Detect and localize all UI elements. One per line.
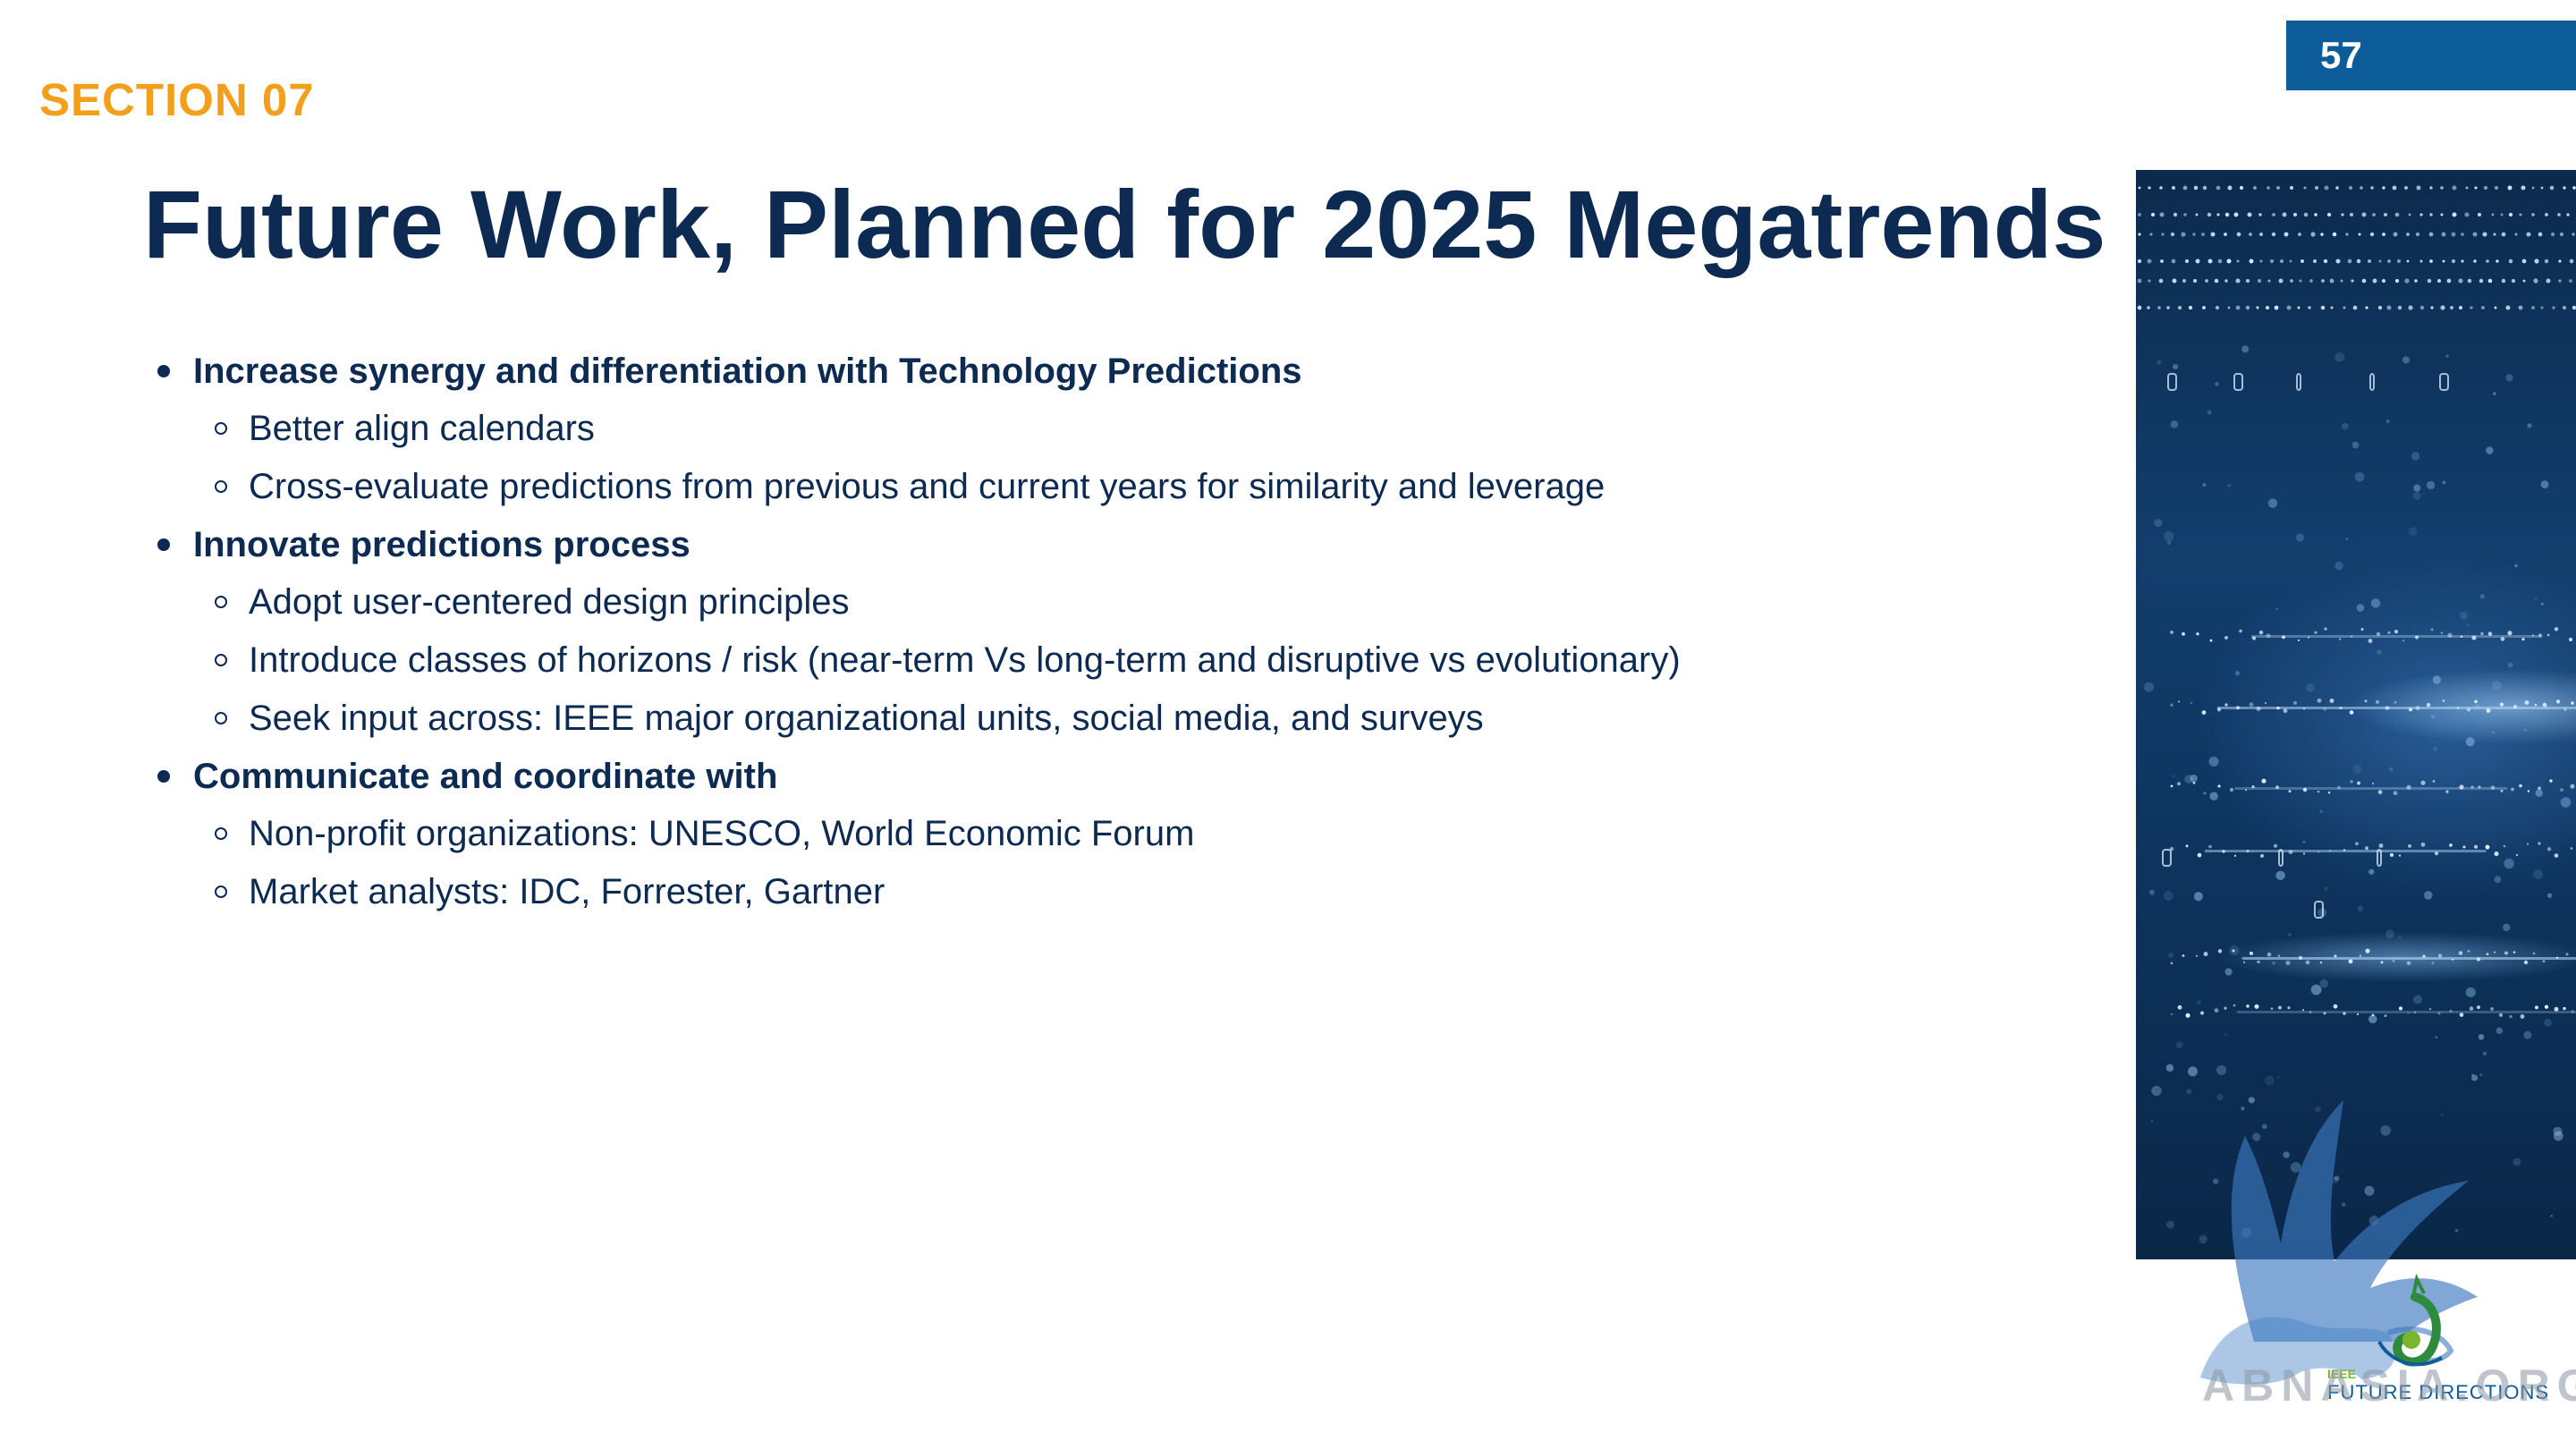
sub-bullet-item: Cross-evaluate predictions from previous… <box>157 458 2080 516</box>
sub-bullet-item: Seek input across: IEEE major organizati… <box>157 690 2080 748</box>
sub-bullet-circle-icon <box>215 596 227 608</box>
sub-bullet-circle-icon <box>215 654 227 666</box>
sub-bullet-item: Adopt user-centered design principles <box>157 573 2080 631</box>
sub-bullet-text: Non-profit organizations: UNESCO, World … <box>249 814 1194 853</box>
bullet-text: Communicate and coordinate with <box>193 757 777 796</box>
section-label: SECTION 07 <box>39 73 315 127</box>
bullet-item: Innovate predictions process <box>157 516 2080 573</box>
bullet-list: Increase synergy and differentiation wit… <box>157 343 2080 921</box>
sub-bullet-item: Introduce classes of horizons / risk (ne… <box>157 631 2080 690</box>
slide-title: Future Work, Planned for 2025 Megatrends <box>143 166 2138 283</box>
sub-bullet-text: Introduce classes of horizons / risk (ne… <box>249 640 1681 680</box>
bullet-text: Increase synergy and differentiation wit… <box>193 352 1302 391</box>
bullet-dot-icon <box>157 538 170 551</box>
sub-bullet-item: Market analysts: IDC, Forrester, Gartner <box>157 863 2080 921</box>
sub-bullet-text: Cross-evaluate predictions from previous… <box>249 467 1605 506</box>
bullet-dot-icon <box>157 365 170 377</box>
page-number-badge: 57 <box>2286 21 2576 90</box>
sub-bullet-item: Better align calendars <box>157 400 2080 458</box>
sub-bullet-text: Seek input across: IEEE major organizati… <box>249 699 1484 738</box>
sub-bullet-circle-icon <box>215 422 227 435</box>
bullet-item: Communicate and coordinate with <box>157 748 2080 805</box>
bullet-dot-icon <box>157 770 170 783</box>
sub-bullet-circle-icon <box>215 712 227 724</box>
sub-bullet-circle-icon <box>215 480 227 493</box>
sub-bullet-text: Adopt user-centered design principles <box>249 582 850 622</box>
sub-bullet-circle-icon <box>215 827 227 840</box>
bullet-item: Increase synergy and differentiation wit… <box>157 343 2080 400</box>
page-number: 57 <box>2320 34 2362 77</box>
sub-bullet-text: Better align calendars <box>249 409 595 448</box>
sub-bullet-circle-icon <box>215 886 227 898</box>
sub-bullet-item: Non-profit organizations: UNESCO, World … <box>157 805 2080 863</box>
sub-bullet-text: Market analysts: IDC, Forrester, Gartner <box>249 872 885 911</box>
bullet-text: Innovate predictions process <box>193 525 691 564</box>
watermark-text: ABNASIA.ORG <box>2202 1360 2576 1411</box>
